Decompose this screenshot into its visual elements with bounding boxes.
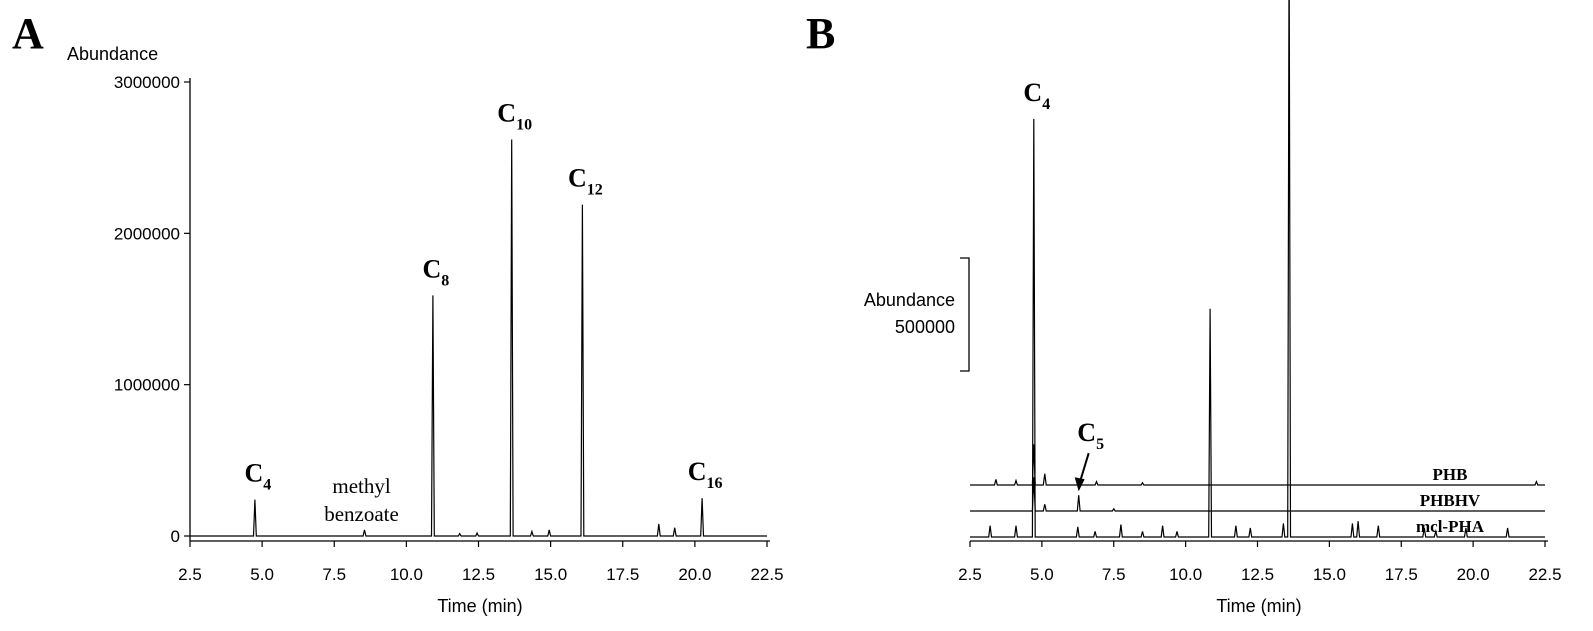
trace-phb <box>970 444 1545 486</box>
x-tick-label: 12.5 <box>1241 565 1274 584</box>
arrow-head <box>1074 477 1085 492</box>
panel-b-x-ticks: 2.5 5.0 7.5 10.0 12.5 15.0 17.5 20.0 22.5 <box>958 541 1562 584</box>
trace-mcl-pha <box>970 0 1545 538</box>
x-tick-label: 17.5 <box>606 565 639 584</box>
y-tick-label: 2000000 <box>114 224 180 243</box>
peak-label-c10: C10 <box>497 99 532 134</box>
x-tick-label: 12.5 <box>462 565 495 584</box>
scale-bar-bracket <box>960 257 970 372</box>
peak-label-b-c5: C5 <box>1077 418 1104 453</box>
x-tick-label: 22.5 <box>750 565 783 584</box>
panel-b-peak-labels: C4C10 <box>1023 78 1050 113</box>
x-tick-label: 22.5 <box>1528 565 1561 584</box>
x-tick-label: 2.5 <box>958 565 982 584</box>
panel-b-traces: PHB PHBHV mcl-PHA <box>970 0 1545 538</box>
panel-a-y-ticks: 0 1000000 2000000 3000000 <box>114 73 190 546</box>
x-tick-label: 2.5 <box>178 565 202 584</box>
peak-label-b-c4: C4 <box>1023 78 1050 113</box>
panel-a-annotation: methyl benzoate <box>324 474 399 526</box>
panel-b-x-axis-title: Time (min) <box>1216 596 1301 616</box>
panel-a-y-axis-title: Abundance <box>67 44 158 64</box>
y-tick-label: 1000000 <box>114 376 180 395</box>
x-tick-label: 20.0 <box>1457 565 1490 584</box>
panel-b: B 2.5 5.0 7.5 10.0 12.5 15.0 17.5 20.0 22.5 Abun… <box>806 0 1562 616</box>
x-tick-label: 10.0 <box>1169 565 1202 584</box>
panel-b-c5-arrow: C5 <box>1074 418 1104 492</box>
panel-a-chromatogram-line <box>190 139 767 537</box>
trace-label-phbhv: PHBHV <box>1420 491 1481 510</box>
panel-b-scale-bar: Abundance 500000 <box>864 257 970 372</box>
x-tick-label: 7.5 <box>322 565 346 584</box>
trace-label-phb: PHB <box>1433 465 1468 484</box>
panel-a-peak-labels: C4 C8 C10 C12 C16 <box>245 99 723 494</box>
scale-bar-label: Abundance <box>864 290 955 310</box>
arrow-shaft <box>1079 452 1090 482</box>
peak-label-c16: C16 <box>688 457 723 492</box>
peak-label-c12: C12 <box>568 164 603 199</box>
panel-a-x-ticks: 2.5 5.0 7.5 10.0 12.5 15.0 17.5 20.0 22.5 <box>178 541 784 584</box>
trace-phbhv <box>970 477 1545 512</box>
x-tick-label: 17.5 <box>1385 565 1418 584</box>
y-tick-label: 3000000 <box>114 73 180 92</box>
peak-label-c8: C8 <box>423 254 450 289</box>
x-tick-label: 20.0 <box>678 565 711 584</box>
trace-label-mcl-pha: mcl-PHA <box>1416 517 1485 536</box>
panel-b-letter: B <box>806 9 835 58</box>
panel-a-x-axis-title: Time (min) <box>437 596 522 616</box>
x-tick-label: 15.0 <box>1313 565 1346 584</box>
panel-a-letter: A <box>12 9 44 58</box>
x-tick-label: 15.0 <box>534 565 567 584</box>
peak-label-c4: C4 <box>245 459 272 494</box>
x-tick-label: 10.0 <box>390 565 423 584</box>
x-tick-label: 5.0 <box>1030 565 1054 584</box>
x-tick-label: 7.5 <box>1102 565 1126 584</box>
annotation-methyl: methyl <box>332 474 390 498</box>
annotation-benzoate: benzoate <box>324 502 399 526</box>
scale-bar-value: 500000 <box>895 317 955 337</box>
x-tick-label: 5.0 <box>250 565 274 584</box>
panel-a: A Abundance 0 1000000 2000000 3000000 2.5 5.… <box>12 9 784 616</box>
y-tick-label: 0 <box>171 527 180 546</box>
